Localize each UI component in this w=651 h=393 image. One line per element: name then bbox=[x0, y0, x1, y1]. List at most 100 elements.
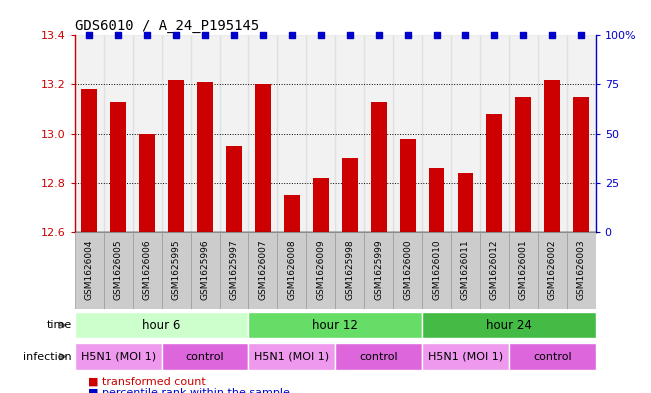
Bar bbox=[75, 232, 104, 309]
Bar bbox=[509, 343, 596, 370]
Bar bbox=[538, 35, 567, 232]
Text: GSM1626002: GSM1626002 bbox=[547, 240, 557, 300]
Text: control: control bbox=[533, 352, 572, 362]
Bar bbox=[197, 82, 213, 232]
Bar bbox=[509, 35, 538, 232]
Text: GDS6010 / A_24_P195145: GDS6010 / A_24_P195145 bbox=[75, 19, 259, 33]
Bar bbox=[516, 97, 531, 232]
Point bbox=[229, 32, 239, 39]
Bar bbox=[161, 343, 249, 370]
Bar bbox=[393, 35, 422, 232]
Bar bbox=[104, 232, 133, 309]
Text: GSM1626009: GSM1626009 bbox=[316, 240, 326, 301]
Bar bbox=[161, 35, 191, 232]
Point bbox=[402, 32, 413, 39]
Text: GSM1626005: GSM1626005 bbox=[114, 240, 123, 301]
Bar bbox=[191, 232, 219, 309]
Text: ■ percentile rank within the sample: ■ percentile rank within the sample bbox=[88, 388, 290, 393]
Bar bbox=[226, 146, 242, 232]
Text: hour 6: hour 6 bbox=[143, 319, 181, 332]
Text: H5N1 (MOI 1): H5N1 (MOI 1) bbox=[81, 352, 156, 362]
Text: control: control bbox=[186, 352, 225, 362]
Bar bbox=[342, 158, 357, 232]
Text: GSM1625997: GSM1625997 bbox=[230, 240, 238, 301]
Bar bbox=[451, 232, 480, 309]
Point bbox=[374, 32, 384, 39]
Bar bbox=[313, 178, 329, 232]
Bar bbox=[110, 102, 126, 232]
Bar bbox=[480, 35, 509, 232]
Text: GSM1626011: GSM1626011 bbox=[461, 240, 470, 301]
Bar bbox=[133, 35, 161, 232]
Bar bbox=[364, 232, 393, 309]
Bar bbox=[277, 35, 307, 232]
Bar bbox=[249, 35, 277, 232]
Bar bbox=[370, 102, 387, 232]
Bar bbox=[249, 312, 422, 338]
Point bbox=[200, 32, 210, 39]
Point bbox=[316, 32, 326, 39]
Text: GSM1626003: GSM1626003 bbox=[577, 240, 586, 301]
Text: GSM1625999: GSM1625999 bbox=[374, 240, 383, 301]
Point bbox=[286, 32, 297, 39]
Text: infection: infection bbox=[23, 352, 72, 362]
Point bbox=[113, 32, 124, 39]
Bar bbox=[168, 79, 184, 232]
Bar bbox=[335, 232, 364, 309]
Point bbox=[518, 32, 529, 39]
Bar bbox=[422, 232, 451, 309]
Text: GSM1625998: GSM1625998 bbox=[345, 240, 354, 301]
Point bbox=[142, 32, 152, 39]
Bar bbox=[422, 35, 451, 232]
Bar bbox=[422, 312, 596, 338]
Bar bbox=[75, 35, 104, 232]
Point bbox=[432, 32, 442, 39]
Bar bbox=[486, 114, 503, 232]
Bar bbox=[307, 35, 335, 232]
Point bbox=[576, 32, 587, 39]
Bar bbox=[161, 232, 191, 309]
Text: GSM1626012: GSM1626012 bbox=[490, 240, 499, 300]
Bar bbox=[458, 173, 473, 232]
Bar bbox=[422, 343, 509, 370]
Bar bbox=[335, 35, 364, 232]
Bar bbox=[249, 343, 335, 370]
Bar bbox=[509, 232, 538, 309]
Bar bbox=[428, 168, 445, 232]
Text: ■ transformed count: ■ transformed count bbox=[88, 376, 206, 386]
Bar bbox=[191, 35, 219, 232]
Text: H5N1 (MOI 1): H5N1 (MOI 1) bbox=[255, 352, 329, 362]
Bar bbox=[139, 134, 155, 232]
Bar bbox=[451, 35, 480, 232]
Bar bbox=[219, 232, 249, 309]
Bar bbox=[538, 232, 567, 309]
Bar bbox=[75, 343, 161, 370]
Text: hour 12: hour 12 bbox=[312, 319, 358, 332]
Bar bbox=[284, 195, 300, 232]
Bar bbox=[277, 232, 307, 309]
Text: H5N1 (MOI 1): H5N1 (MOI 1) bbox=[428, 352, 503, 362]
Bar bbox=[393, 232, 422, 309]
Bar bbox=[364, 35, 393, 232]
Bar bbox=[75, 312, 249, 338]
Text: GSM1626007: GSM1626007 bbox=[258, 240, 268, 301]
Bar bbox=[219, 35, 249, 232]
Point bbox=[344, 32, 355, 39]
Point bbox=[258, 32, 268, 39]
Bar bbox=[249, 232, 277, 309]
Text: GSM1626004: GSM1626004 bbox=[85, 240, 94, 300]
Text: GSM1626000: GSM1626000 bbox=[403, 240, 412, 301]
Text: GSM1626006: GSM1626006 bbox=[143, 240, 152, 301]
Point bbox=[547, 32, 557, 39]
Text: time: time bbox=[46, 320, 72, 330]
Bar bbox=[307, 232, 335, 309]
Point bbox=[84, 32, 94, 39]
Bar bbox=[574, 97, 589, 232]
Bar bbox=[567, 35, 596, 232]
Text: GSM1626001: GSM1626001 bbox=[519, 240, 528, 301]
Text: GSM1626010: GSM1626010 bbox=[432, 240, 441, 301]
Bar bbox=[544, 79, 561, 232]
Point bbox=[460, 32, 471, 39]
Text: GSM1625995: GSM1625995 bbox=[172, 240, 180, 301]
Bar bbox=[567, 232, 596, 309]
